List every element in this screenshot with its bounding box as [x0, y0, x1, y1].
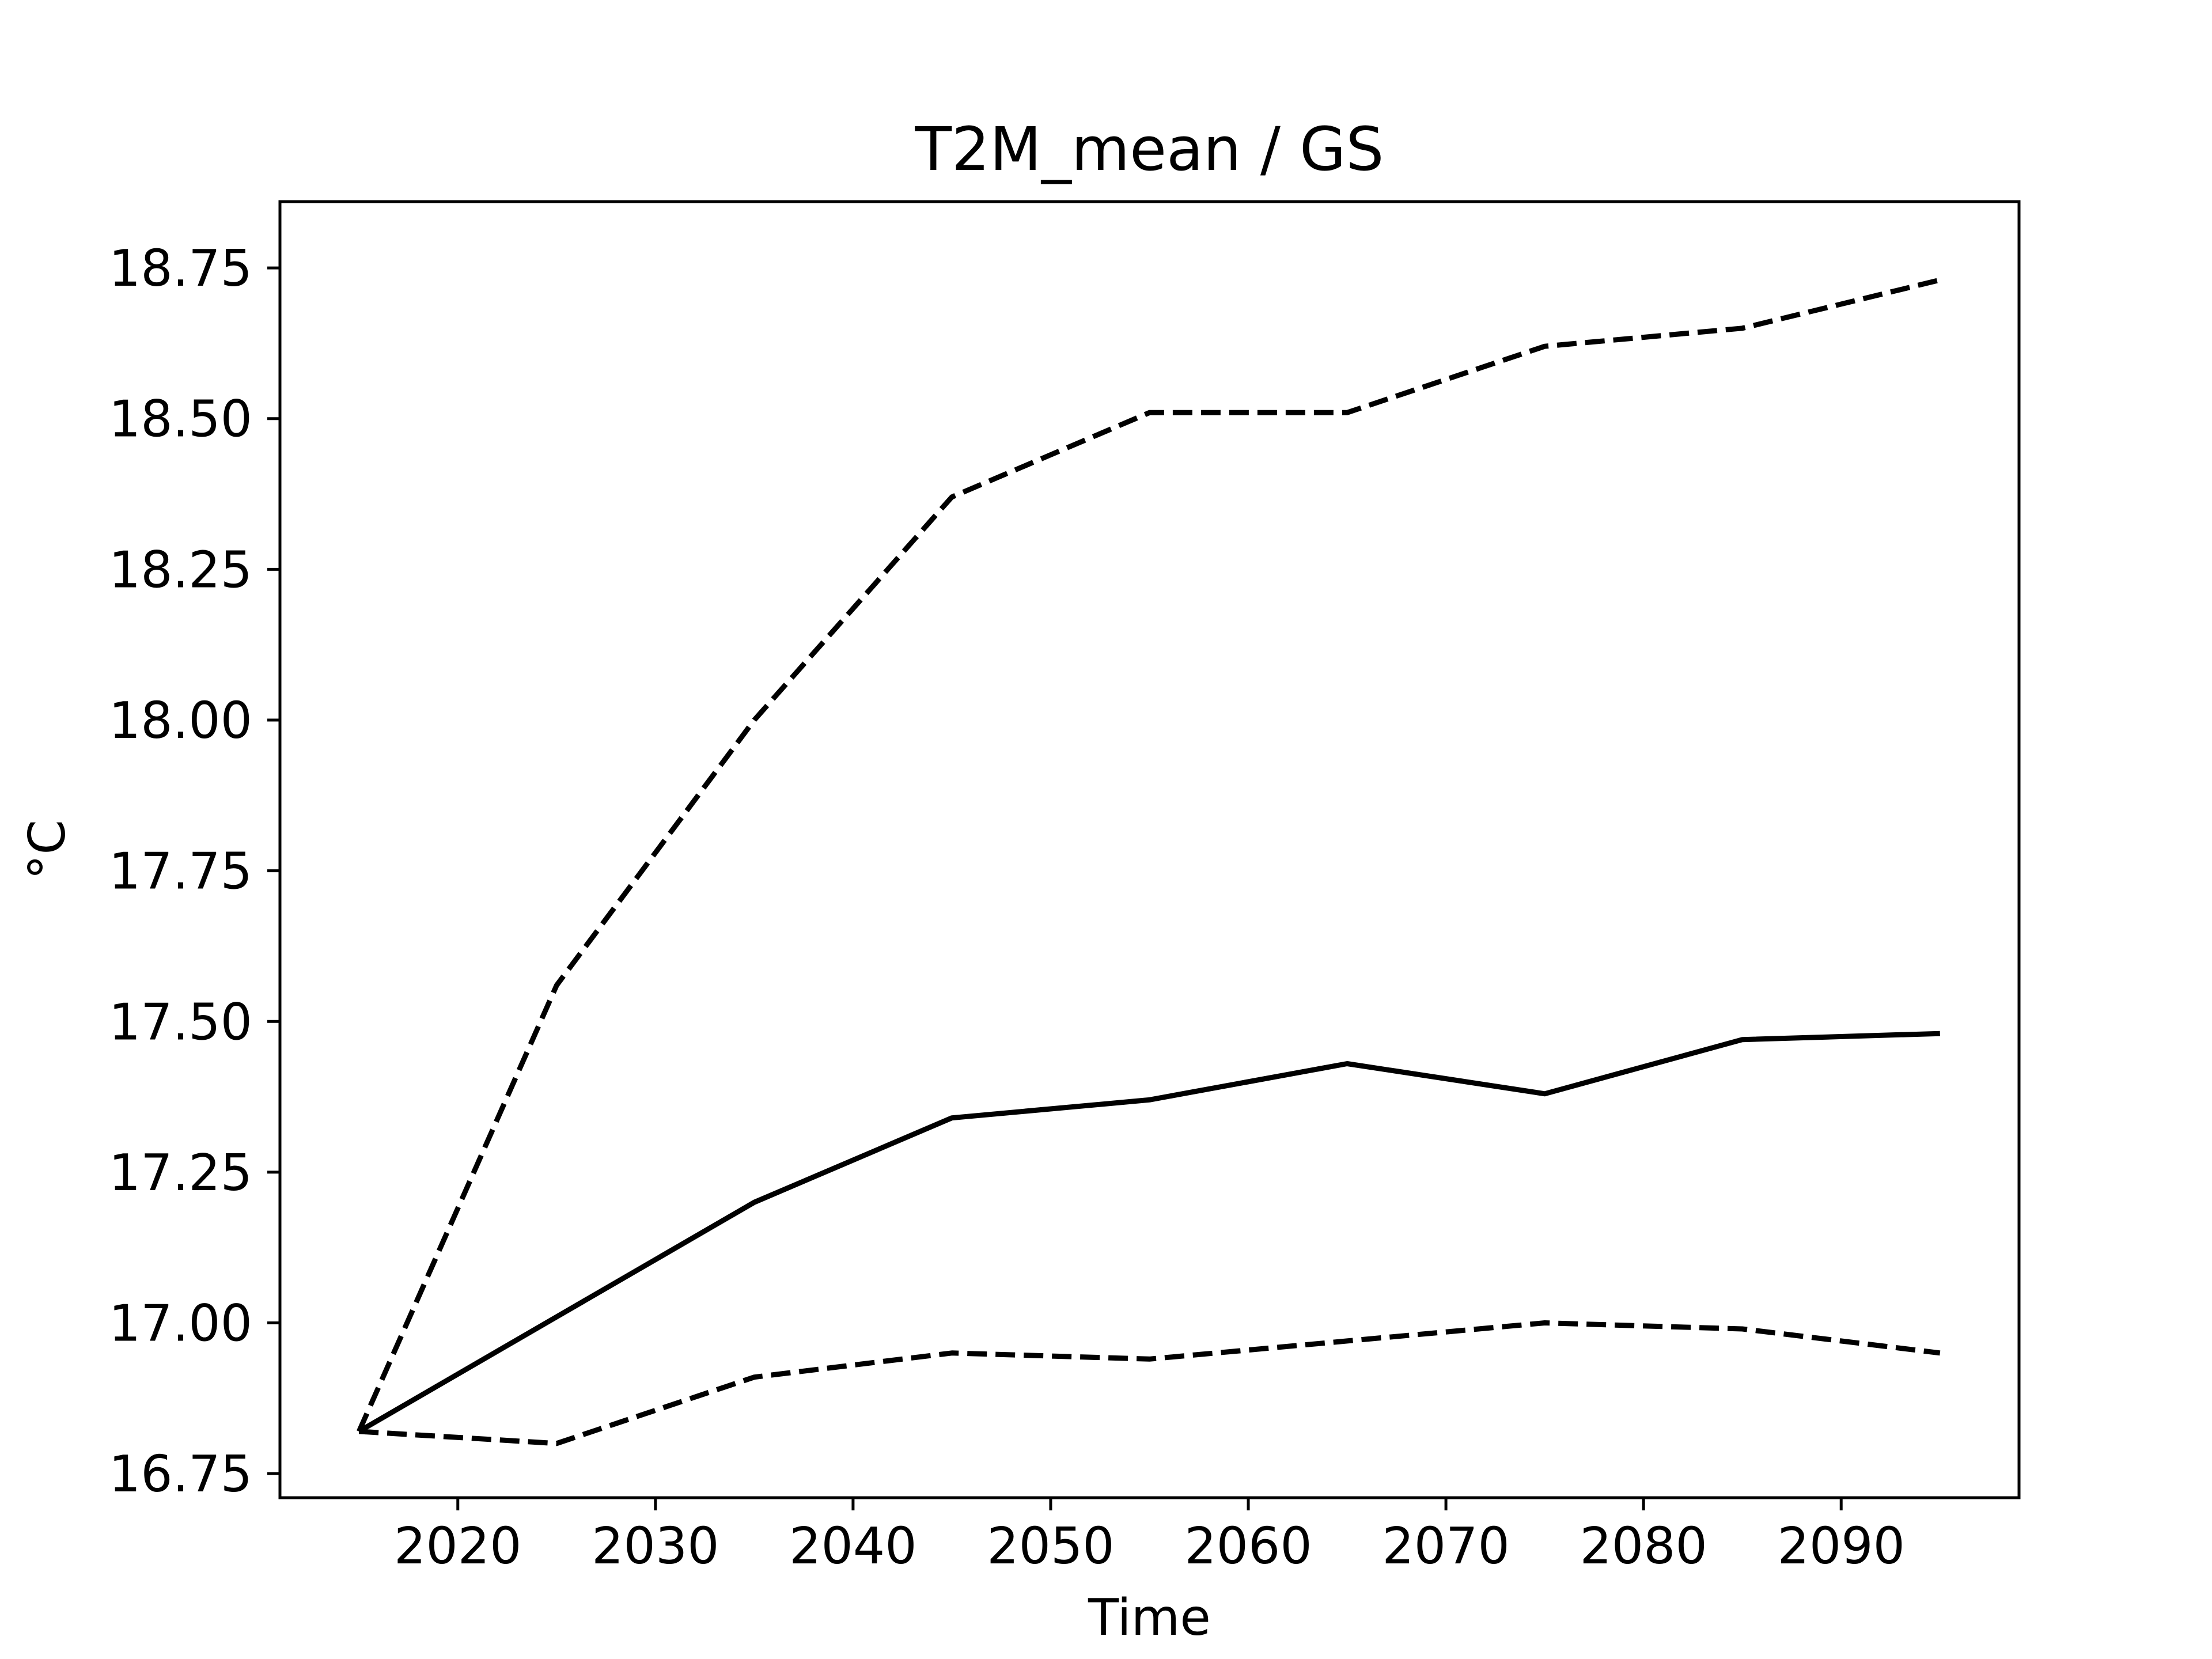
y-tick-label: 17.00	[109, 1294, 252, 1353]
x-axis: 2020 2030 2040 2050 2060 2070 2080 2090	[394, 1498, 1905, 1575]
y-axis-title: °C	[18, 820, 77, 880]
solid-series-line	[357, 1031, 1940, 1434]
series-layer	[357, 277, 1941, 1446]
x-tick-label: 2090	[1778, 1517, 1905, 1575]
x-tick-label: 2040	[789, 1517, 916, 1575]
y-axis: 16.75 17.00 17.25 17.50 17.75 18.00 18.25 18.50…	[109, 239, 280, 1503]
y-tick-label: 18.25	[109, 540, 252, 599]
plot-frame	[278, 200, 2021, 1499]
x-tick-label: 2020	[394, 1517, 521, 1575]
x-axis-title: Time	[1088, 1588, 1211, 1647]
y-tick-label: 16.75	[109, 1445, 252, 1503]
y-tick-label: 18.75	[109, 239, 252, 298]
upper-dashed-series-line	[357, 277, 1941, 1433]
chart-title: T2M_mean / GS	[914, 114, 1384, 184]
x-tick-label: 2080	[1580, 1517, 1707, 1575]
lower-dashed-series-line	[358, 1320, 1941, 1446]
x-tick-label: 2030	[592, 1517, 719, 1575]
x-tick-label: 2050	[987, 1517, 1114, 1575]
y-tick-label: 17.25	[109, 1143, 252, 1202]
x-tick-label: 2060	[1184, 1517, 1312, 1575]
x-tick-label: 2070	[1382, 1517, 1509, 1575]
y-tick-label: 18.50	[109, 390, 252, 449]
y-tick-label: 17.75	[109, 842, 252, 901]
y-tick-label: 17.50	[109, 993, 252, 1051]
y-tick-label: 18.00	[109, 691, 252, 750]
